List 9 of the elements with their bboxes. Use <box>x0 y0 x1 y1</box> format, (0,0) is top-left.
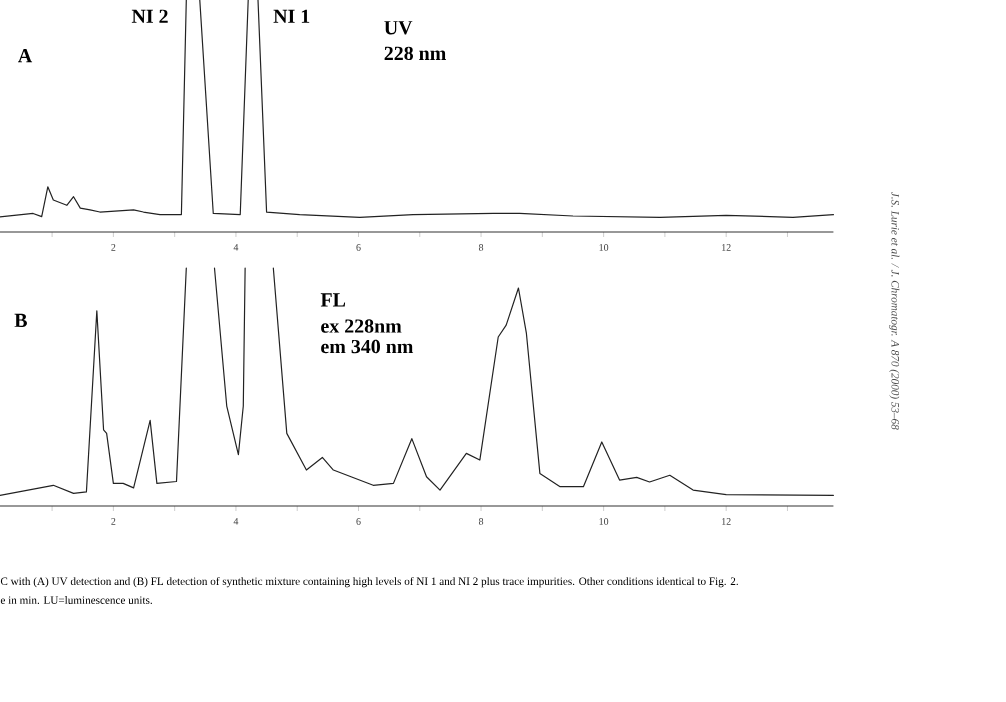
annotation: NI 1 <box>273 9 310 23</box>
annotation: em 340 nm <box>321 339 414 354</box>
annotation: 228 nm <box>384 46 446 61</box>
annotation: UV <box>384 21 413 35</box>
annotation: ex 228nm <box>321 319 402 333</box>
annotation: FL <box>320 293 346 307</box>
annotation: NI 2 <box>131 9 168 23</box>
annotation: B <box>14 313 27 327</box>
annotation: A <box>18 49 33 63</box>
